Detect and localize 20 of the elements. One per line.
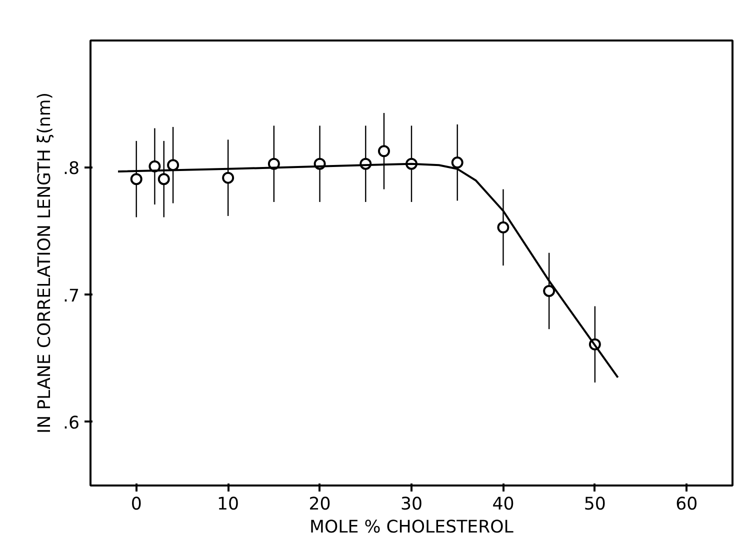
point [378, 145, 390, 158]
point [130, 173, 142, 186]
x-tick-label: 0 [130, 494, 142, 514]
x-axis-title: MOLE % CHOLESTEROL [310, 518, 514, 538]
x-tick-label: 40 [492, 494, 514, 514]
point [158, 173, 170, 186]
x-tick-label: 30 [400, 494, 423, 514]
point [222, 172, 234, 184]
y-axis-title: IN PLANE CORRELATION LENGTH ξ(nm) [34, 92, 55, 434]
x-tick-label: 60 [676, 494, 698, 514]
point [497, 221, 510, 234]
point [451, 156, 464, 169]
x-tick-label: 50 [584, 494, 606, 514]
point [167, 159, 180, 172]
y-tick-label: .8 [62, 159, 80, 180]
point [543, 284, 556, 297]
x-tick-label: 10 [217, 494, 240, 514]
x-tick-label: 20 [308, 494, 331, 514]
y-tick-label: .6 [62, 413, 80, 434]
y-tick-label: .7 [62, 286, 80, 306]
